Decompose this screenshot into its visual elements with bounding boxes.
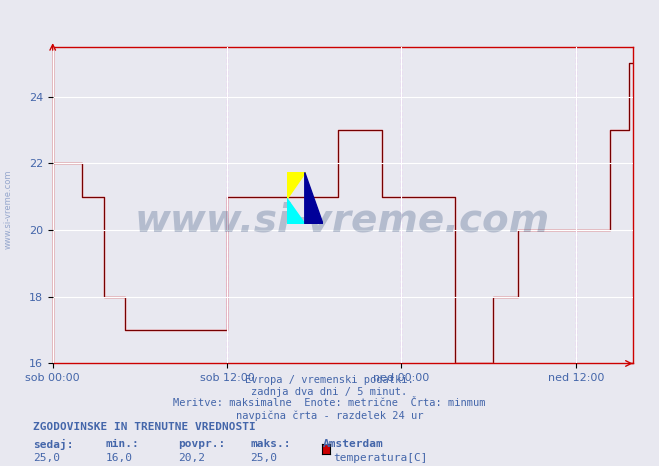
Text: 25,0: 25,0 — [250, 453, 277, 463]
Polygon shape — [304, 172, 323, 224]
Polygon shape — [287, 198, 304, 224]
Text: navpična črta - razdelek 24 ur: navpična črta - razdelek 24 ur — [236, 410, 423, 421]
Text: 16,0: 16,0 — [105, 453, 132, 463]
Text: 20,2: 20,2 — [178, 453, 205, 463]
Text: min.:: min.: — [105, 439, 139, 449]
Text: Evropa / vremenski podatki.: Evropa / vremenski podatki. — [245, 375, 414, 385]
Text: povpr.:: povpr.: — [178, 439, 225, 449]
Text: Amsterdam: Amsterdam — [323, 439, 384, 449]
Text: 25,0: 25,0 — [33, 453, 60, 463]
Text: www.si-vreme.com: www.si-vreme.com — [3, 170, 13, 249]
Polygon shape — [287, 172, 304, 198]
Text: sedaj:: sedaj: — [33, 439, 73, 451]
Text: maks.:: maks.: — [250, 439, 291, 449]
Text: www.si-vreme.com: www.si-vreme.com — [135, 202, 550, 240]
Text: ZGODOVINSKE IN TRENUTNE VREDNOSTI: ZGODOVINSKE IN TRENUTNE VREDNOSTI — [33, 422, 256, 432]
Text: Meritve: maksimalne  Enote: metrične  Črta: minmum: Meritve: maksimalne Enote: metrične Črta… — [173, 398, 486, 408]
Text: zadnja dva dni / 5 minut.: zadnja dva dni / 5 minut. — [251, 387, 408, 397]
Text: temperatura[C]: temperatura[C] — [333, 453, 427, 463]
